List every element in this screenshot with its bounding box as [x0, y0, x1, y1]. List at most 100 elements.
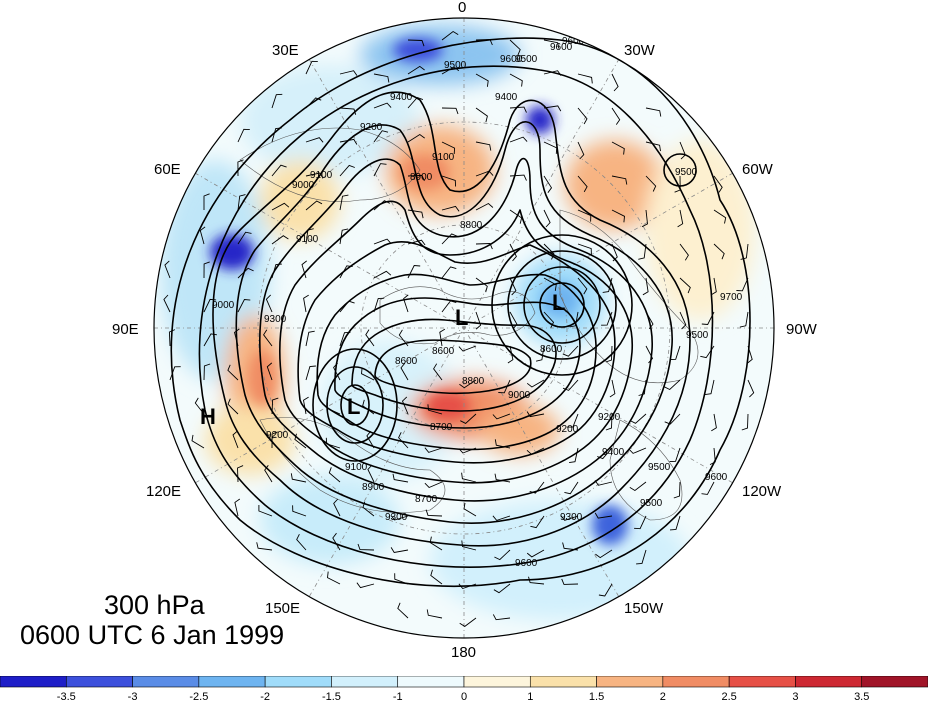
- wind-barb: [397, 602, 409, 619]
- colorbar-swatch: [861, 676, 928, 688]
- lon-label-60w: 60W: [742, 161, 774, 178]
- wind-barb: [264, 465, 273, 483]
- wind-barb: [509, 39, 521, 56]
- wind-barb: [740, 243, 749, 260]
- wind-barb: [290, 473, 307, 483]
- wind-barb: [747, 379, 755, 398]
- wind-barb: [271, 235, 289, 245]
- contour-label: 8600: [395, 356, 418, 367]
- colorbar: -3.5 -3 -2.5 -2 -1.5 -1 0 1 1.5 2 2.5 3 3.5: [0, 676, 928, 702]
- lon-label-120e: 120E: [146, 483, 181, 500]
- wind-barb: [594, 480, 613, 486]
- wind-barb: [461, 472, 477, 483]
- wind-barb: [509, 311, 518, 330]
- wind-barb: [711, 413, 717, 432]
- wind-barbs: [163, 30, 755, 627]
- wind-barb: [569, 311, 579, 328]
- wind-barb: [191, 434, 205, 449]
- wind-barb: [361, 367, 375, 381]
- wind-barb: [427, 404, 443, 415]
- wind-barb: [475, 107, 488, 123]
- wind-barb: [629, 481, 647, 492]
- colorbar-swatch: [728, 676, 796, 688]
- wind-barb: [566, 413, 579, 428]
- wind-barb: [365, 329, 375, 347]
- contour-9300: [235, 121, 673, 524]
- wind-barb: [475, 277, 488, 293]
- wind-barb: [561, 578, 579, 585]
- wind-barb: [407, 133, 425, 143]
- contour-label: 9400: [602, 447, 625, 458]
- wind-barb: [459, 379, 477, 389]
- wind-barb: [305, 172, 324, 179]
- wind-barb: [679, 243, 689, 261]
- wind-barb: [605, 413, 613, 431]
- wind-barb: [460, 413, 477, 424]
- wind-barb: [611, 107, 621, 125]
- wind-barb: [677, 209, 684, 228]
- colorbar-swatch: [198, 676, 266, 688]
- wind-barb: [232, 430, 239, 449]
- wind-barb: [339, 164, 355, 177]
- wind-barb: [237, 267, 254, 279]
- wind-barb: [373, 270, 392, 279]
- wind-barb: [461, 540, 477, 551]
- wind-barb: [641, 209, 648, 228]
- wind-barb: [595, 549, 613, 559]
- contour-9200: [259, 157, 653, 502]
- lon-label-30e: 30E: [272, 42, 299, 59]
- colorbar-swatch: [331, 676, 399, 688]
- contour-label: 9200: [598, 412, 621, 423]
- wind-barb: [373, 130, 389, 143]
- wind-barb: [611, 141, 625, 155]
- wind-barb: [305, 365, 316, 381]
- wind-barb: [645, 141, 661, 152]
- colorbar-swatch: [596, 676, 664, 688]
- colorbar-tick-label: 0: [461, 691, 467, 702]
- contour-label: 8900: [362, 482, 385, 493]
- contour-label: 9600: [500, 54, 523, 65]
- wind-barb: [441, 141, 456, 155]
- wind-barb: [638, 243, 647, 260]
- wind-barb: [265, 294, 273, 313]
- wind-barb: [237, 231, 252, 245]
- wind-barb: [475, 141, 492, 151]
- wind-barb: [237, 194, 246, 211]
- wind-barb: [373, 163, 387, 177]
- wind-barb: [199, 226, 206, 245]
- wind-barb: [577, 277, 588, 295]
- wind-barb: [577, 243, 592, 255]
- contour-9500: [198, 65, 714, 568]
- wind-barb: [736, 277, 749, 292]
- contour-9000: [297, 240, 616, 464]
- wind-barb: [237, 159, 244, 177]
- contour-9100: [279, 200, 633, 484]
- wind-barb: [441, 205, 460, 212]
- wind-barb: [713, 175, 723, 193]
- wind-barb: [560, 515, 579, 521]
- wind-barb: [664, 413, 681, 425]
- wind-barb: [203, 193, 210, 210]
- wind-barb: [636, 549, 647, 565]
- wind-barb: [263, 329, 273, 347]
- wind-barb: [373, 297, 385, 313]
- wind-barb: [543, 311, 555, 328]
- lon-label-90w: 90W: [786, 321, 818, 338]
- wind-barb: [543, 175, 553, 193]
- contour-label: 9300: [560, 512, 583, 523]
- wind-barb: [271, 164, 287, 177]
- contour-label: 9200: [360, 122, 383, 133]
- wind-barb: [679, 311, 687, 330]
- low-center-siberia: L: [347, 394, 360, 419]
- wind-barb: [645, 107, 662, 117]
- wind-barb: [645, 345, 654, 364]
- wind-barb: [543, 39, 560, 49]
- contour-label: 9600: [550, 42, 573, 53]
- wind-barb: [227, 398, 239, 415]
- colorbar-tick-label: -3: [128, 691, 138, 702]
- contour-label: 9100: [296, 234, 319, 245]
- contour-8600: [374, 339, 532, 395]
- wind-barb: [163, 294, 171, 313]
- wind-barb: [258, 505, 273, 517]
